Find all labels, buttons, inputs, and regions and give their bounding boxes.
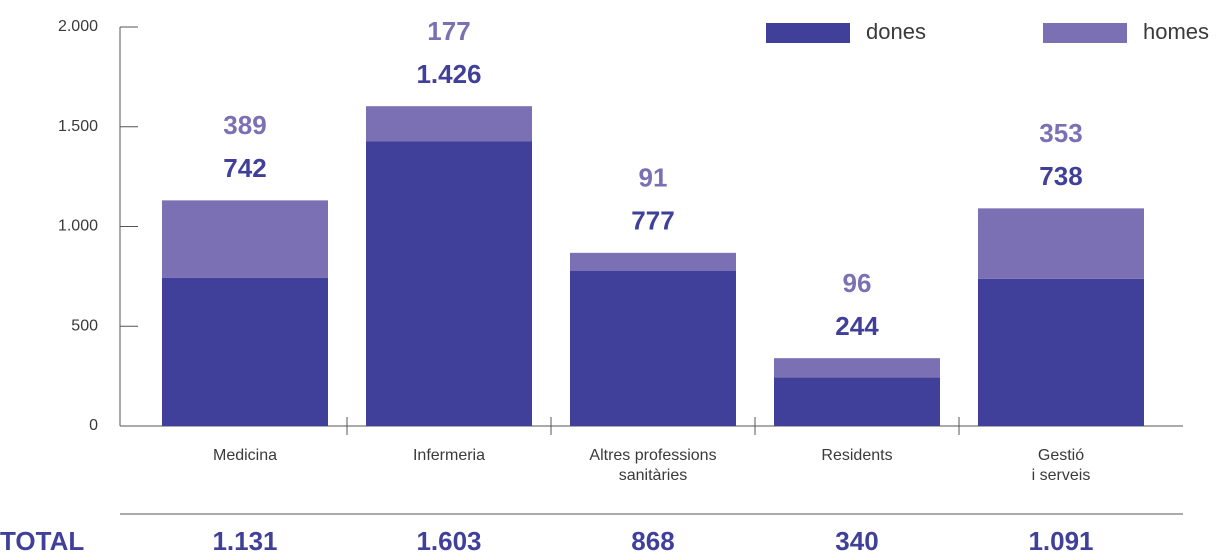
total-value: 340 — [835, 526, 878, 556]
data-label: 389 — [223, 110, 266, 140]
y-tick-label: 0 — [89, 417, 98, 434]
data-label: 738 — [1039, 161, 1082, 191]
x-tick-label: Medicina — [212, 447, 278, 464]
legend-swatch — [1043, 23, 1127, 43]
bar-segment — [570, 270, 736, 426]
legend-label: dones — [866, 19, 926, 44]
y-tick-label: 500 — [71, 317, 98, 334]
data-label: 777 — [631, 206, 674, 236]
x-tick-label: Altres professions sanitàries — [589, 447, 717, 484]
x-tick-label: Residents — [821, 447, 893, 464]
y-tick-label: 1.500 — [58, 118, 98, 135]
x-tick-label: Gestió i serveis — [1031, 447, 1091, 484]
bar-segment — [978, 208, 1144, 279]
total-value: 1.091 — [1028, 526, 1093, 556]
legend-swatch — [766, 23, 850, 43]
data-label: 177 — [427, 16, 470, 46]
data-label: 353 — [1039, 118, 1082, 148]
bar-segment — [570, 252, 736, 271]
bar-segment — [978, 278, 1144, 426]
data-label: 742 — [223, 153, 266, 183]
bar-segment — [774, 377, 940, 426]
data-label: 96 — [843, 268, 872, 298]
bar-segment — [366, 141, 532, 426]
bar-segment — [774, 358, 940, 378]
y-tick-label: 2.000 — [58, 18, 98, 35]
bar-segment — [366, 106, 532, 142]
bar-segment — [162, 200, 328, 278]
legend-label: homes — [1143, 19, 1209, 44]
x-tick-label: Infermeria — [412, 447, 486, 464]
data-label: 1.426 — [416, 59, 481, 89]
data-label: 91 — [639, 163, 668, 193]
bar-segment — [162, 277, 328, 426]
y-tick-label: 1.000 — [58, 218, 98, 235]
total-label: TOTAL — [0, 526, 84, 556]
total-value: 1.131 — [212, 526, 277, 556]
total-value: 1.603 — [416, 526, 481, 556]
total-value: 868 — [631, 526, 674, 556]
data-label: 244 — [835, 311, 879, 341]
